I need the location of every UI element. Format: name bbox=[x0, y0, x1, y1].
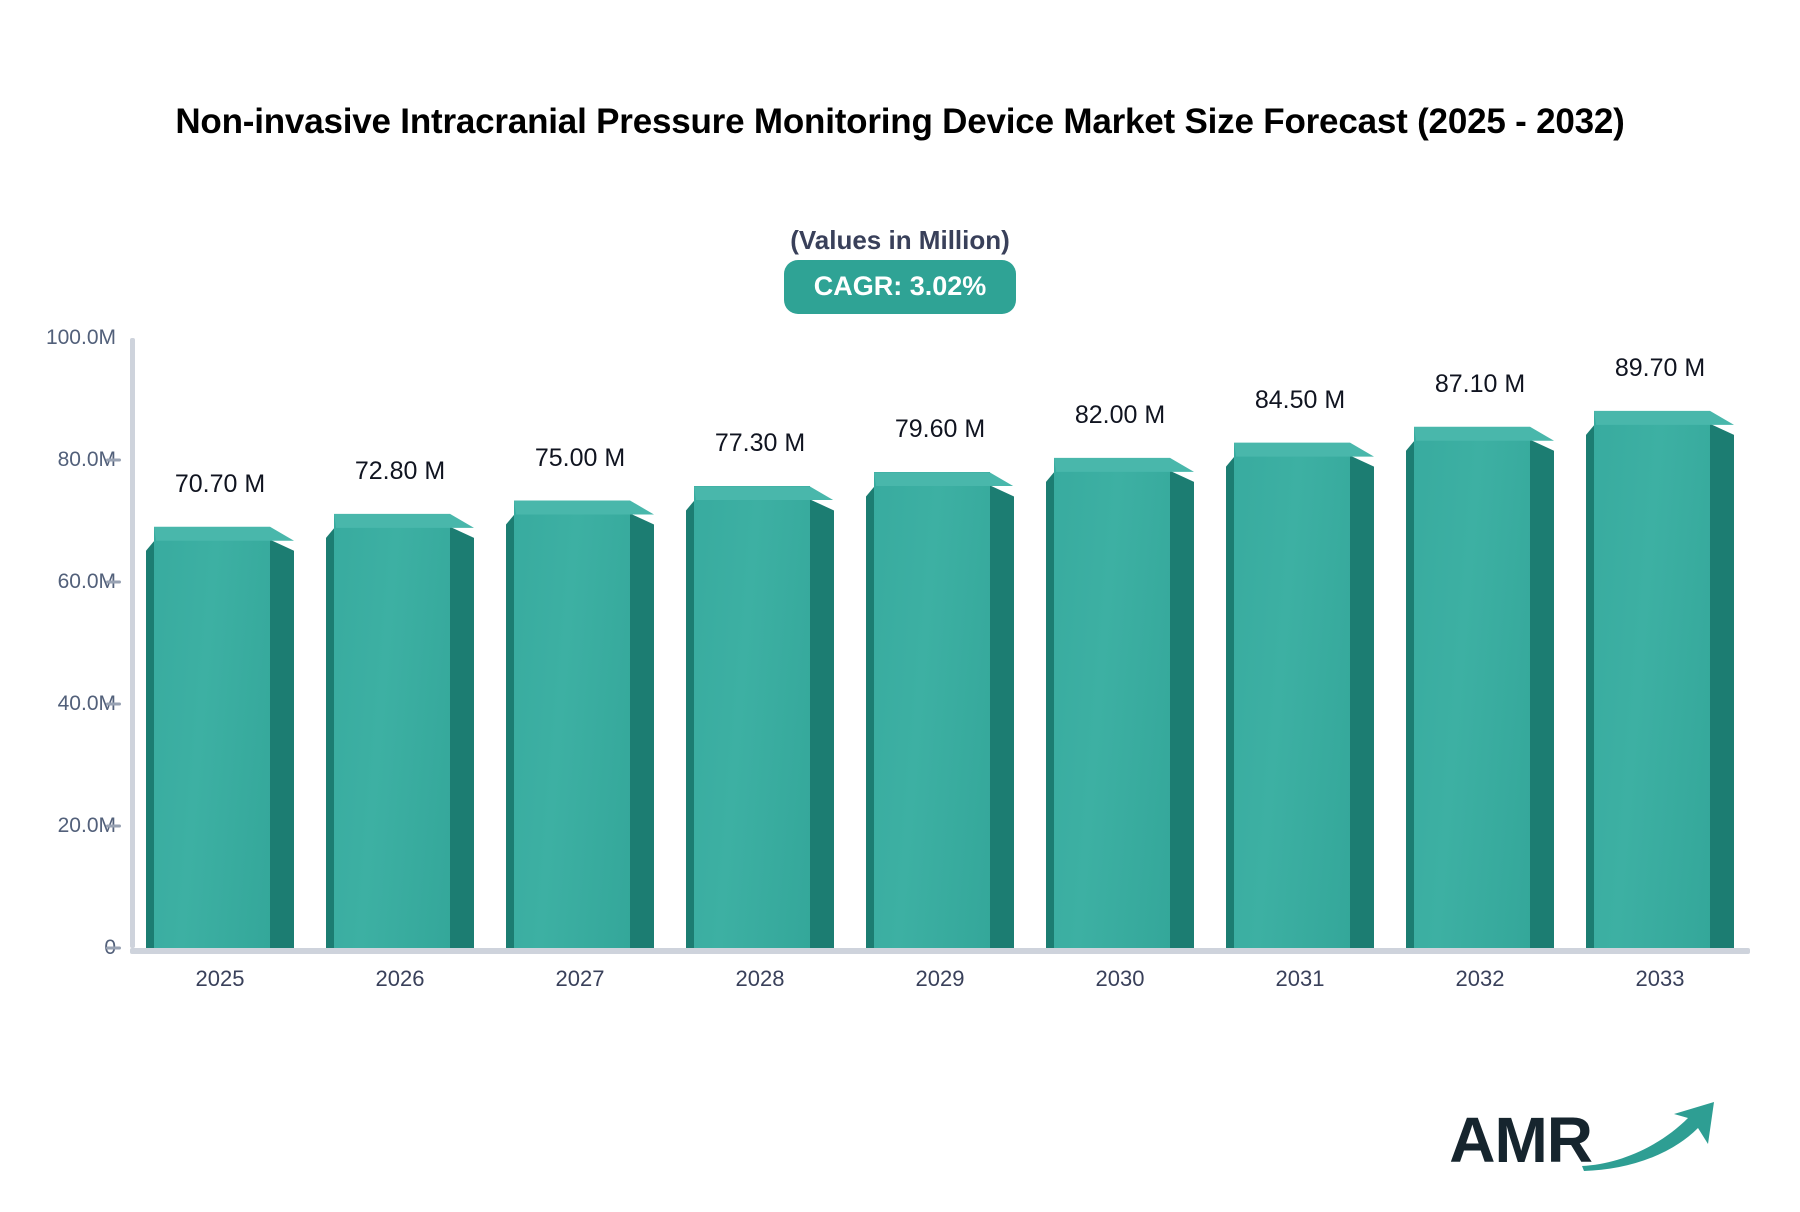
bar-group[interactable]: 77.30 M 2028 bbox=[670, 338, 850, 991]
bar-face-front bbox=[1054, 457, 1170, 948]
x-axis-tick-label: 2028 bbox=[735, 966, 785, 991]
bar-value-label: 79.60 M bbox=[894, 415, 986, 444]
bar-face-front bbox=[1414, 426, 1530, 948]
bar-value-label: 75.00 M bbox=[534, 443, 626, 472]
y-axis-tick-label: 60.0M bbox=[57, 570, 116, 593]
bar-face-top bbox=[1046, 448, 1194, 472]
bar-face-top bbox=[326, 504, 474, 528]
bar-face-leftedge bbox=[1586, 422, 1596, 948]
bar[interactable] bbox=[686, 476, 834, 948]
bar-face-leftedge bbox=[1226, 454, 1236, 948]
bar[interactable] bbox=[1046, 448, 1194, 948]
bar-face-side bbox=[1528, 438, 1554, 948]
y-axis-line bbox=[130, 338, 135, 948]
y-axis-tick-label: 100.0M bbox=[45, 326, 116, 349]
bar-face-side bbox=[808, 498, 834, 948]
bar[interactable] bbox=[866, 462, 1014, 948]
bar-face-leftedge bbox=[326, 525, 336, 948]
bar-face-side bbox=[628, 512, 654, 948]
bar-face-front bbox=[694, 486, 810, 948]
x-axis-tick-label: 2027 bbox=[555, 966, 605, 991]
y-axis-tick-mark bbox=[106, 946, 121, 950]
bar-series: 70.70 M 2025 72.80 M 2026 75.00 M 2027 77.30 M… bbox=[130, 338, 1750, 991]
bar-face-top bbox=[866, 462, 1014, 486]
bar-value-label: 70.70 M bbox=[174, 469, 266, 498]
bar[interactable] bbox=[506, 491, 654, 948]
bar-face-side bbox=[268, 538, 294, 948]
x-axis-tick-label: 2031 bbox=[1275, 966, 1325, 991]
y-axis-tick-mark bbox=[106, 824, 121, 828]
x-axis-tick-label: 2026 bbox=[375, 966, 425, 991]
chart-title: Non-invasive Intracranial Pressure Monit… bbox=[175, 102, 1625, 141]
bar-group[interactable]: 79.60 M 2029 bbox=[850, 338, 1030, 991]
x-axis-tick-label: 2033 bbox=[1635, 966, 1685, 991]
x-axis-tick-label: 2032 bbox=[1455, 966, 1505, 991]
bar-face-top bbox=[146, 517, 294, 541]
bar-face-top bbox=[1406, 417, 1554, 441]
bar-face-leftedge bbox=[146, 538, 156, 948]
bar-group[interactable]: 84.50 M 2031 bbox=[1210, 338, 1390, 991]
bar-face-front bbox=[874, 472, 990, 948]
bar-value-label: 87.10 M bbox=[1434, 369, 1526, 398]
bar-face-front bbox=[154, 526, 270, 948]
bar-face-top bbox=[1226, 433, 1374, 457]
x-axis-tick-label: 2029 bbox=[915, 966, 965, 991]
cagr-badge: CAGR: 3.02% bbox=[783, 260, 1017, 314]
bar-face-top bbox=[506, 491, 654, 515]
x-axis-tick-label: 2030 bbox=[1095, 966, 1145, 991]
y-axis-tick-mark bbox=[106, 580, 121, 584]
bar-face-side bbox=[1708, 422, 1734, 948]
bar-face-side bbox=[1168, 469, 1194, 948]
amr-logo: AMR bbox=[1449, 1100, 1728, 1177]
y-axis-tick-mark bbox=[106, 458, 121, 462]
bar-face-top bbox=[686, 476, 834, 500]
bar[interactable] bbox=[146, 517, 294, 948]
bar-group[interactable]: 72.80 M 2026 bbox=[310, 338, 490, 991]
chart-subtitle: (Values in Million) bbox=[790, 225, 1010, 255]
bar-group[interactable]: 82.00 M 2030 bbox=[1030, 338, 1210, 991]
bar-face-side bbox=[1348, 454, 1374, 948]
bar-group[interactable]: 75.00 M 2027 bbox=[490, 338, 670, 991]
bar-face-leftedge bbox=[1406, 438, 1416, 948]
bar-group[interactable]: 87.10 M 2032 bbox=[1390, 338, 1570, 991]
bar[interactable] bbox=[1406, 417, 1554, 948]
y-axis-tick-label: 80.0M bbox=[57, 448, 116, 471]
bar-face-front bbox=[1594, 410, 1710, 948]
bar-value-label: 72.80 M bbox=[354, 456, 446, 485]
amr-logo-text: AMR bbox=[1449, 1104, 1593, 1177]
bar-face-side bbox=[988, 484, 1014, 948]
bar-group[interactable]: 70.70 M 2025 bbox=[130, 338, 310, 991]
y-axis-tick-label: 20.0M bbox=[57, 814, 116, 837]
x-axis-line bbox=[130, 948, 1750, 954]
y-axis-tick-mark bbox=[106, 702, 121, 706]
y-axis-tick-label: 40.0M bbox=[57, 692, 116, 715]
x-axis-tick-label: 2025 bbox=[195, 966, 245, 991]
bar-face-leftedge bbox=[506, 512, 516, 948]
bar-value-label: 77.30 M bbox=[714, 429, 806, 458]
bar[interactable] bbox=[1586, 401, 1734, 948]
bar-face-front bbox=[1234, 442, 1350, 948]
bar-value-label: 89.70 M bbox=[1614, 353, 1706, 382]
bar-face-front bbox=[514, 500, 630, 948]
bar-face-leftedge bbox=[686, 498, 696, 948]
bar-face-side bbox=[448, 525, 474, 948]
bar-face-leftedge bbox=[866, 484, 876, 948]
bar-value-label: 84.50 M bbox=[1254, 385, 1346, 414]
cagr-badge-wrapper: CAGR: 3.02% bbox=[0, 260, 1800, 314]
bar[interactable] bbox=[326, 504, 474, 948]
bar[interactable] bbox=[1226, 433, 1374, 948]
bar-value-label: 82.00 M bbox=[1074, 400, 1166, 429]
bar-face-leftedge bbox=[1046, 469, 1056, 948]
bar-face-top bbox=[1586, 401, 1734, 425]
growth-arrow-icon bbox=[1582, 1102, 1714, 1171]
bar-group[interactable]: 89.70 M 2033 bbox=[1570, 338, 1750, 991]
bar-face-front bbox=[334, 513, 450, 948]
